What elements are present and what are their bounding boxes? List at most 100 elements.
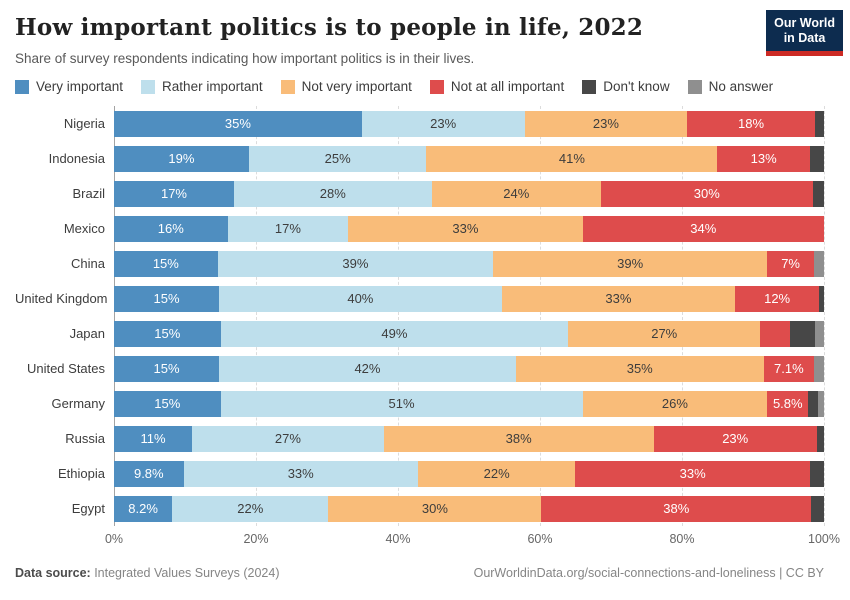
bar-value-label: 33%	[452, 221, 479, 236]
country-label: United Kingdom	[15, 291, 108, 306]
gridline	[256, 106, 257, 526]
bar-segment[interactable]: 15%	[114, 250, 218, 277]
bar-value-label: 35%	[626, 361, 653, 376]
bar-segment[interactable]: 38%	[383, 425, 654, 452]
bar-segment[interactable]: 15%	[114, 320, 221, 347]
bar-track: 15% 40% 33% 12%	[114, 285, 824, 312]
bar-value-label: 22%	[483, 466, 510, 481]
bar-segment[interactable]: 15%	[114, 390, 221, 417]
data-source-label: Data source:	[15, 566, 91, 580]
bar-value-label: 33%	[287, 466, 314, 481]
bar-segment[interactable]: 30%	[328, 495, 542, 522]
x-axis-tick-label: 20%	[243, 532, 269, 546]
bar-segment[interactable]: 30%	[600, 180, 813, 207]
bar-segment[interactable]: 35%	[114, 110, 362, 137]
bar-segment[interactable]: 23%	[524, 110, 688, 137]
bar-segment[interactable]	[811, 495, 824, 522]
bar-segment[interactable]	[812, 180, 824, 207]
table-row: Egypt 8.2% 22% 30% 38%	[15, 491, 824, 526]
bar-segment[interactable]: 33%	[348, 215, 583, 242]
bar-segment[interactable]	[814, 320, 824, 347]
bar-segment[interactable]: 33%	[501, 285, 736, 312]
bar-value-label: 38%	[663, 501, 690, 516]
bar-segment[interactable]: 27%	[192, 425, 384, 452]
table-row: China 15% 39% 39% 7%	[15, 246, 824, 281]
legend-item: Not very important	[280, 79, 412, 94]
bar-segment[interactable]: 17%	[227, 215, 349, 242]
data-source-text: Integrated Values Surveys (2024)	[90, 566, 280, 580]
bar-value-label: 30%	[693, 186, 720, 201]
bar-segment[interactable]: 11%	[114, 425, 193, 452]
bar-segment[interactable]: 22%	[172, 495, 329, 522]
bar-segment[interactable]: 9.8%	[114, 460, 184, 487]
bar-segment[interactable]	[808, 390, 819, 417]
x-axis-tick-label: 100%	[808, 532, 840, 546]
bar-segment[interactable]: 22%	[417, 460, 576, 487]
bar-segment[interactable]: 7%	[767, 250, 815, 277]
legend-swatch-icon	[429, 79, 444, 94]
bar-segment[interactable]: 51%	[220, 390, 583, 417]
bar-segment[interactable]	[816, 425, 824, 452]
bar-value-label: 33%	[679, 466, 706, 481]
bar-segment[interactable]: 41%	[426, 145, 718, 172]
bar-segment[interactable]	[760, 320, 790, 347]
bar-value-label: 16%	[157, 221, 184, 236]
bar-segment[interactable]: 27%	[568, 320, 761, 347]
legend-label: Very important	[36, 79, 124, 94]
bar-segment[interactable]	[809, 145, 824, 172]
bar-segment[interactable]: 33%	[183, 460, 418, 487]
bar-segment[interactable]: 25%	[248, 145, 427, 172]
bar-value-label: 19%	[168, 151, 195, 166]
bar-segment[interactable]	[809, 460, 824, 487]
bar-segment[interactable]: 39%	[217, 250, 494, 277]
bar-segment[interactable]: 42%	[219, 355, 516, 382]
bar-segment[interactable]	[814, 355, 824, 382]
x-axis-tick-label: 40%	[385, 532, 411, 546]
bar-segment[interactable]: 38%	[541, 495, 812, 522]
bar-segment[interactable]: 16%	[114, 215, 228, 242]
bar-segment[interactable]: 17%	[114, 180, 234, 207]
bar-segment[interactable]: 12%	[735, 285, 819, 312]
bar-segment[interactable]	[819, 285, 824, 312]
bar-value-label: 13%	[750, 151, 777, 166]
bar-segment[interactable]: 40%	[219, 285, 502, 312]
bar-segment[interactable]: 35%	[515, 355, 764, 382]
bar-segment[interactable]: 26%	[582, 390, 768, 417]
bar-value-label: 7%	[781, 256, 800, 271]
data-source-note: Data source: Integrated Values Surveys (…	[15, 566, 280, 580]
bar-segment[interactable]: 7.1%	[763, 355, 815, 382]
table-row: Japan 15% 49% 27%	[15, 316, 824, 351]
bar-segment[interactable]: 8.2%	[114, 495, 173, 522]
table-row: Nigeria 35% 23% 23% 18%	[15, 106, 824, 141]
bar-segment[interactable]: 39%	[493, 250, 768, 277]
bar-segment[interactable]: 15%	[114, 285, 220, 312]
bar-segment[interactable]: 23%	[361, 110, 525, 137]
bar-segment[interactable]: 23%	[653, 425, 817, 452]
bar-segment[interactable]	[814, 110, 824, 137]
bar-segment[interactable]: 18%	[687, 110, 815, 137]
bar-segment[interactable]	[814, 250, 824, 277]
bar-track: 8.2% 22% 30% 38%	[114, 495, 824, 522]
bar-segment[interactable]: 15%	[114, 355, 220, 382]
bar-value-label: 42%	[354, 361, 381, 376]
country-label: Russia	[65, 431, 105, 446]
bar-segment[interactable]	[789, 320, 815, 347]
owid-logo-line2: in Data	[783, 31, 826, 45]
bar-segment[interactable]	[818, 390, 824, 417]
bar-value-label: 5.8%	[772, 396, 803, 411]
bar-segment[interactable]: 34%	[582, 215, 824, 242]
bar-segment[interactable]: 49%	[220, 320, 569, 347]
gridline	[398, 106, 399, 526]
bar-rows: Nigeria 35% 23% 23% 18% Indonesia 19% 25% 41% 13%…	[15, 106, 824, 526]
bar-segment[interactable]: 13%	[717, 145, 810, 172]
gridline	[682, 106, 683, 526]
bar-segment[interactable]: 24%	[431, 180, 601, 207]
bar-segment[interactable]: 19%	[114, 145, 249, 172]
bar-value-label: 27%	[274, 431, 301, 446]
bar-segment[interactable]: 5.8%	[767, 390, 809, 417]
bar-segment[interactable]: 33%	[575, 460, 810, 487]
bar-segment[interactable]: 28%	[233, 180, 432, 207]
gridlines	[114, 106, 825, 526]
x-axis-tick-label: 60%	[527, 532, 553, 546]
